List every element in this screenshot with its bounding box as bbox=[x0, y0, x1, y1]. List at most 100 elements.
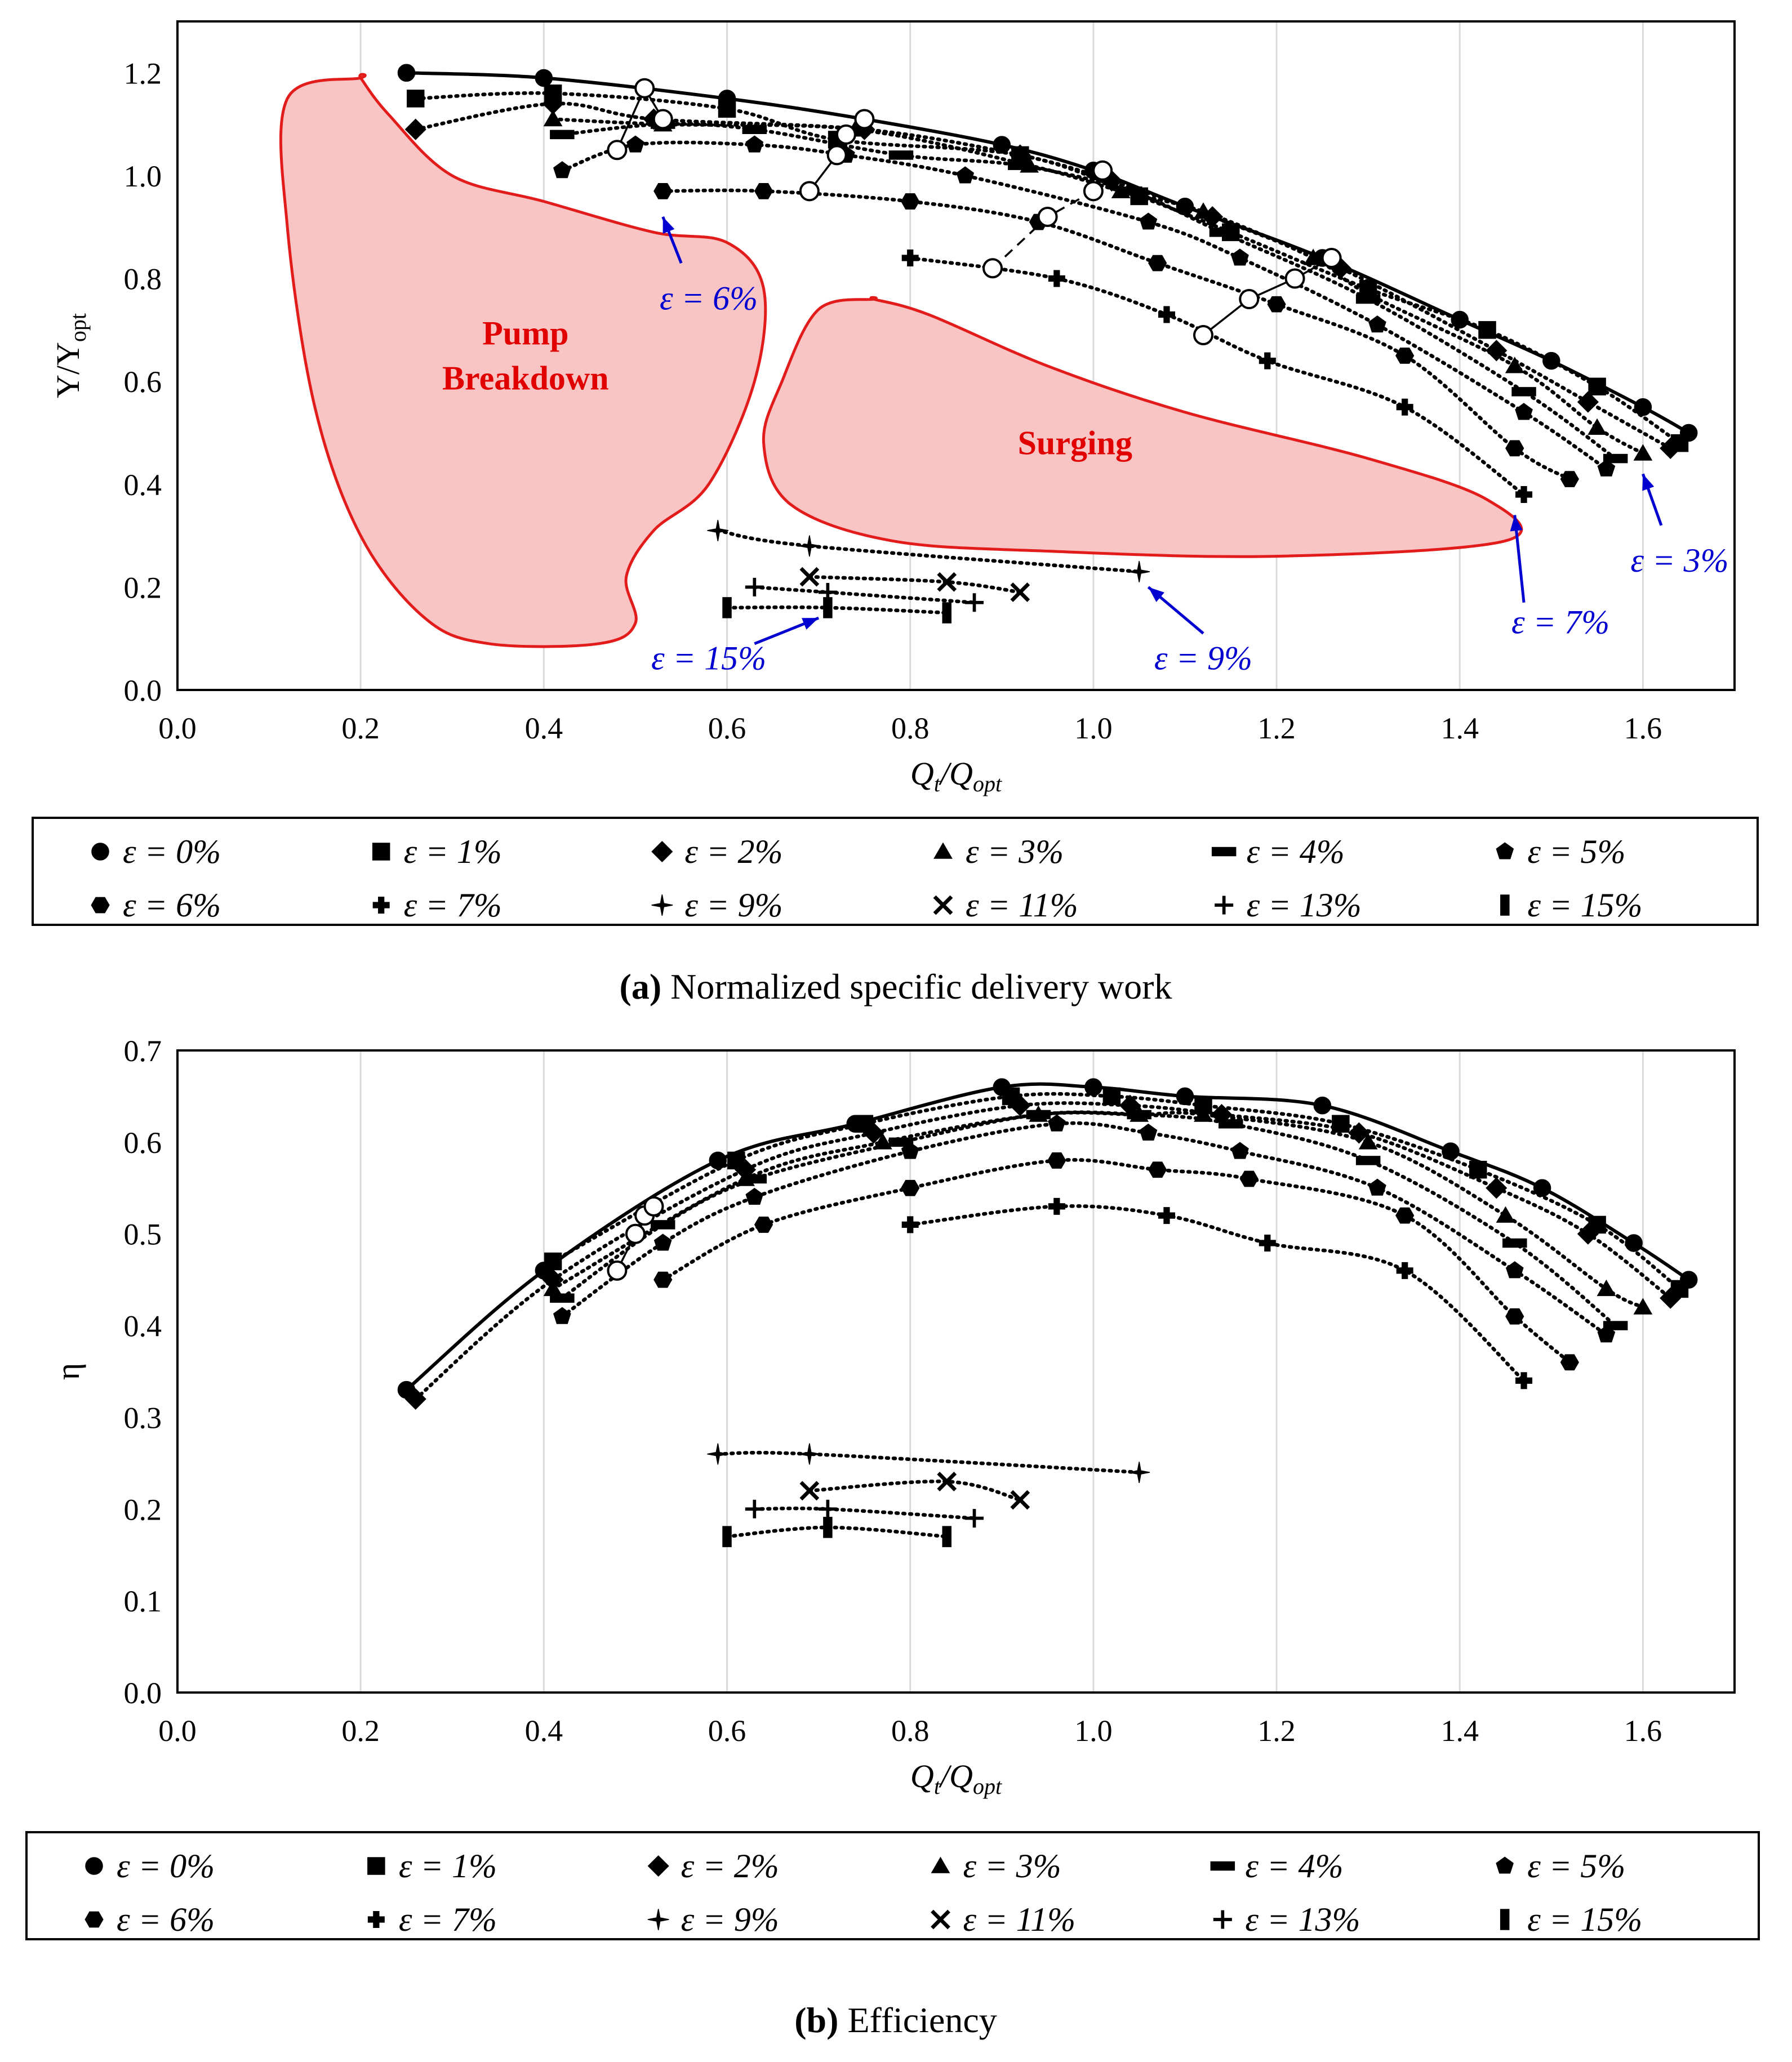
data-point bbox=[1660, 437, 1682, 459]
x-tick-label: 0.6 bbox=[708, 1714, 746, 1748]
data-point bbox=[888, 1137, 914, 1147]
data-point bbox=[1633, 1298, 1653, 1315]
operating-point bbox=[826, 145, 847, 166]
legend-label: ε = 6% bbox=[123, 887, 221, 924]
operating-point bbox=[1083, 181, 1104, 202]
series-line bbox=[753, 585, 976, 605]
legend-label: ε = 4% bbox=[1247, 833, 1345, 870]
data-point bbox=[1128, 1462, 1150, 1484]
annotation-label: ε = 9% bbox=[1154, 639, 1252, 676]
y-tick-label: 0.7 bbox=[124, 1034, 162, 1068]
data-point bbox=[404, 1388, 426, 1410]
data-point bbox=[1368, 315, 1386, 333]
legend-label: ε = 3% bbox=[963, 1847, 1061, 1885]
x-tick-label: 1.6 bbox=[1624, 711, 1662, 745]
legend-marker bbox=[1500, 894, 1510, 916]
data-point bbox=[1355, 294, 1381, 304]
operating-line bbox=[1202, 257, 1332, 336]
data-point bbox=[707, 1443, 729, 1465]
data-point bbox=[1634, 398, 1652, 416]
data-point bbox=[550, 1293, 575, 1303]
data-point bbox=[406, 90, 425, 108]
y-tick-label: 1.0 bbox=[124, 159, 162, 193]
plot-frame bbox=[176, 20, 1736, 691]
data-point bbox=[543, 110, 563, 127]
data-point bbox=[1395, 1207, 1415, 1224]
legend-label: ε = 15% bbox=[1527, 887, 1642, 924]
series-line bbox=[560, 122, 1617, 461]
data-point bbox=[1048, 270, 1065, 287]
legend-label: ε = 6% bbox=[117, 1901, 215, 1938]
data-point bbox=[722, 1526, 732, 1547]
series-line bbox=[716, 1450, 1141, 1475]
region-label: Surging bbox=[1018, 425, 1132, 462]
legend-label: ε = 13% bbox=[1247, 887, 1362, 924]
series-line bbox=[908, 1204, 1526, 1383]
data-point bbox=[1633, 444, 1653, 461]
annotation-label: ε = 6% bbox=[660, 279, 758, 317]
data-point bbox=[745, 577, 764, 596]
data-point bbox=[1603, 453, 1628, 464]
caption-a: (a) Normalized specific delivery work bbox=[620, 967, 1172, 1006]
legend-label: ε = 2% bbox=[681, 1847, 779, 1885]
data-point bbox=[798, 535, 820, 557]
operating-line bbox=[991, 170, 1104, 269]
data-point bbox=[862, 1122, 884, 1144]
data-point bbox=[1259, 1235, 1276, 1252]
operating-point bbox=[643, 1196, 664, 1217]
series-line bbox=[908, 256, 1526, 497]
y-tick-label: 0.1 bbox=[124, 1584, 162, 1618]
series-line bbox=[807, 1479, 1022, 1502]
caption-a-label: (a) bbox=[620, 967, 662, 1006]
y-tick-label: 0.8 bbox=[124, 262, 162, 296]
data-point bbox=[818, 1499, 837, 1518]
annotation-arrowhead bbox=[1148, 587, 1164, 602]
x-axis-title: Qt/Qopt bbox=[910, 755, 1002, 796]
data-point bbox=[1560, 1354, 1579, 1371]
data-point bbox=[1130, 187, 1148, 206]
data-point bbox=[1219, 1119, 1243, 1129]
data-point bbox=[901, 1216, 919, 1233]
data-point bbox=[1332, 1115, 1350, 1133]
data-point bbox=[718, 100, 736, 118]
region-label: Breakdown bbox=[442, 360, 609, 397]
x-tick-label: 1.2 bbox=[1257, 711, 1296, 745]
legend-label: ε = 9% bbox=[684, 887, 782, 924]
data-point bbox=[707, 520, 729, 541]
series-line bbox=[560, 1121, 1608, 1337]
data-point bbox=[1542, 351, 1560, 370]
data-point bbox=[1148, 1161, 1167, 1178]
x-tick-label: 0.0 bbox=[158, 711, 197, 745]
legend-label: ε = 2% bbox=[684, 833, 782, 870]
legend-label: ε = 7% bbox=[399, 1901, 497, 1938]
data-point bbox=[397, 64, 416, 82]
y-tick-label: 0.0 bbox=[124, 674, 162, 707]
data-point bbox=[1469, 1160, 1487, 1179]
data-point bbox=[1597, 1325, 1616, 1343]
operating-point bbox=[625, 1223, 646, 1244]
data-point bbox=[799, 1481, 820, 1501]
data-point bbox=[1451, 310, 1469, 329]
data-point bbox=[745, 1187, 764, 1205]
data-point bbox=[1396, 1262, 1413, 1279]
data-point bbox=[653, 1271, 673, 1288]
x-tick-label: 1.4 bbox=[1440, 1714, 1479, 1748]
data-point bbox=[1505, 357, 1524, 373]
operating-point bbox=[1193, 324, 1213, 345]
caption-a-text: Normalized specific delivery work bbox=[661, 967, 1172, 1006]
x-tick-label: 1.0 bbox=[1074, 1714, 1113, 1748]
data-point bbox=[1515, 403, 1533, 420]
data-point bbox=[404, 118, 426, 140]
legend-label: ε = 11% bbox=[963, 1901, 1076, 1938]
y-tick-label: 0.3 bbox=[124, 1401, 162, 1435]
data-point bbox=[901, 1179, 920, 1196]
x-tick-label: 1.0 bbox=[1074, 711, 1113, 745]
legend-marker bbox=[85, 1911, 104, 1928]
data-point bbox=[1355, 1156, 1381, 1165]
chart-a: 0.0 0.2 0.4 0.6 0.8 1.0 1.2 1.4 1.6 0.0 0.2 0.4 0.6 0… bbox=[50, 20, 1736, 796]
x-tick-label: 0.4 bbox=[525, 1714, 563, 1748]
data-point bbox=[1048, 1197, 1065, 1215]
data-point bbox=[956, 166, 975, 184]
data-point bbox=[1026, 1110, 1051, 1120]
